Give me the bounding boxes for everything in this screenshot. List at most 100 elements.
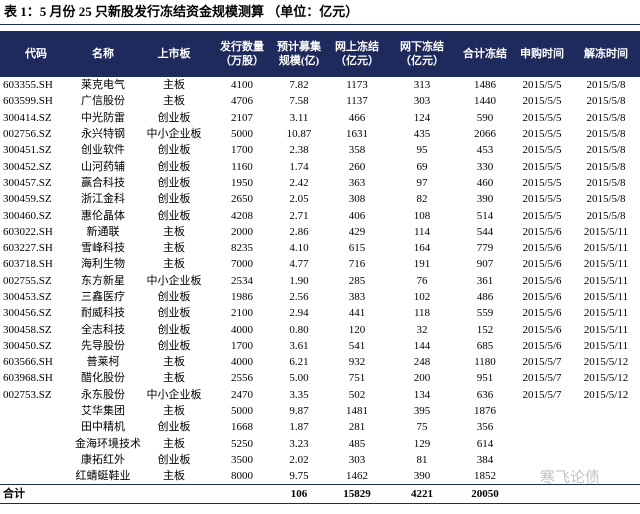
table-cell: 普莱柯 — [86, 356, 120, 369]
table-cell: 三鑫医疗 — [81, 291, 125, 303]
table-cell: 中光防雷 — [81, 111, 125, 124]
table-row: 603022.SH 新通联 主板 2000 2.86 429 114 544 2015/5/6 2… — [0, 224, 640, 240]
table-cell: 486 — [476, 291, 494, 303]
table-cell: 主板 — [163, 79, 185, 92]
table-cell: 453 — [476, 144, 494, 157]
table-cell: 1160 — [231, 160, 253, 173]
table-cell: 2.56 — [289, 291, 309, 303]
table-cell: 260 — [348, 160, 366, 173]
table-cell: 2.38 — [289, 144, 309, 157]
table-row: 300457.SZ 赢合科技 创业板 1950 2.42 363 97 460 2015/5/5… — [0, 175, 640, 191]
table-cell: 603599.SH — [3, 95, 53, 108]
table-cell: 7.82 — [289, 79, 309, 92]
table-cell: 1876 — [474, 405, 496, 418]
table-cell: 384 — [476, 453, 494, 466]
table-cell: 中小企业板 — [146, 274, 202, 287]
table-cell: 1173 — [346, 79, 368, 92]
table-cell: 603022.SH — [3, 225, 53, 238]
table-cell: 406 — [348, 209, 366, 222]
table-cell: 118 — [413, 307, 431, 320]
table-cell: 191 — [413, 258, 431, 271]
table-cell: 2015/5/6 — [522, 242, 562, 255]
table-cell: 2015/5/12 — [583, 388, 629, 401]
table-cell: 康拓红外 — [81, 453, 125, 466]
header-cell: 网上冻结（亿元） — [328, 31, 386, 77]
table-cell: 466 — [348, 111, 366, 124]
table-cell: 685 — [476, 339, 494, 352]
table-cell: 红蜻蜓鞋业 — [75, 470, 131, 483]
table-cell: 932 — [348, 356, 366, 369]
table-cell: 2100 — [231, 307, 253, 320]
table-cell: 8235 — [231, 242, 253, 255]
table-cell: 2015/5/6 — [522, 258, 562, 271]
table-cell: 1481 — [346, 405, 368, 418]
table-cell: 2015/5/5 — [522, 128, 562, 141]
table-cell: 2015/5/5 — [522, 95, 562, 108]
table-cell: 2.05 — [289, 193, 309, 206]
header-cell: 名称 — [72, 31, 134, 77]
table-cell: 1.74 — [289, 160, 309, 173]
table-row: 300451.SZ 创业软件 创业板 1700 2.38 358 95 453 2015/5/5… — [0, 142, 640, 158]
table-cell: 9.75 — [289, 470, 309, 483]
table-cell — [0, 468, 72, 485]
table-cell: 2015/5/6 — [522, 307, 562, 320]
table-cell: 创业板 — [157, 209, 191, 222]
table-cell: 108 — [413, 209, 431, 222]
table-cell: 2015/5/8 — [586, 128, 626, 141]
table-cell: 124 — [413, 111, 431, 124]
table-cell: 200 — [413, 372, 431, 385]
table-cell: 134 — [413, 388, 431, 401]
table-row: 002756.SZ 永兴特钢 中小企业板 5000 10.87 1631 435 2066 20… — [0, 126, 640, 142]
table-cell: 2015/5/11 — [583, 225, 629, 238]
table-cell: 2107 — [231, 111, 253, 124]
table-row: 康拓红外 创业板 3500 2.02 303 81 384 — [0, 452, 640, 468]
table-cell: 330 — [476, 160, 494, 173]
table-cell: 460 — [476, 176, 494, 189]
table-cell — [0, 452, 72, 468]
table-cell: 中小企业板 — [146, 128, 202, 141]
table-cell: 1.87 — [289, 421, 309, 434]
table-cell: 1700 — [231, 144, 253, 157]
table-cell: 308 — [348, 193, 366, 206]
table-cell: 5000 — [231, 128, 253, 141]
table-cell: 4000 — [231, 356, 253, 369]
table-cell: 716 — [348, 258, 366, 271]
table-cell: 97 — [416, 176, 428, 189]
table-cell: 0.80 — [289, 323, 309, 336]
table-cell: 创业板 — [157, 307, 191, 320]
table-cell: 2.42 — [289, 176, 309, 189]
table-cell: 4000 — [231, 323, 253, 336]
table-cell: 300458.SZ — [3, 323, 52, 336]
table-cell: 81 — [416, 453, 428, 466]
table-cell: 1852 — [474, 470, 496, 483]
table-cell: 614 — [476, 437, 494, 450]
table-cell: 主板 — [163, 225, 185, 238]
table-cell: 544 — [476, 225, 494, 238]
table-row: 田中精机 创业板 1668 1.87 281 75 356 — [0, 419, 640, 435]
table-cell: 醋化股份 — [81, 372, 125, 385]
table-cell: 先导股份 — [81, 339, 125, 352]
table-cell: 2015/5/5 — [522, 144, 562, 157]
table-cell: 300459.SZ — [3, 193, 52, 206]
table-cell: 615 — [348, 242, 366, 255]
table-cell — [0, 419, 72, 435]
table-cell: 7000 — [231, 258, 253, 271]
table-cell: 603968.SH — [3, 372, 53, 385]
table-cell: 2015/5/5 — [522, 111, 562, 124]
table-row: 300459.SZ 浙江金科 创业板 2650 2.05 308 82 390 2015/5/5… — [0, 191, 640, 207]
table-cell: 创业板 — [157, 291, 191, 303]
table-cell: 全志科技 — [81, 323, 125, 336]
table-cell: 耐威科技 — [81, 307, 125, 320]
table-cell: 1668 — [231, 421, 253, 434]
table-cell: 10.87 — [286, 128, 312, 141]
table-cell: 1700 — [231, 339, 253, 352]
header-cell: 发行数量（万股） — [214, 31, 270, 77]
table-cell: 2015/5/7 — [522, 388, 562, 401]
table-row: 300414.SZ 中光防雷 创业板 2107 3.11 466 124 590 2015/5/… — [0, 110, 640, 126]
table-cell — [512, 403, 572, 419]
table-cell: 主板 — [163, 356, 185, 369]
table-cell: 751 — [348, 372, 366, 385]
table-cell: 390 — [476, 193, 494, 206]
table-cell: 120 — [348, 323, 366, 336]
table-cell: 603566.SH — [3, 356, 53, 369]
